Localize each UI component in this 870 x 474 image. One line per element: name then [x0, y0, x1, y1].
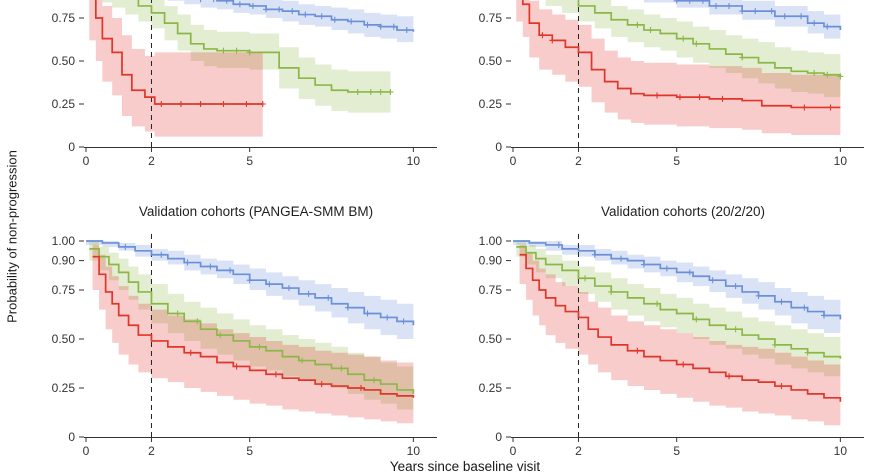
- svg-text:0.25: 0.25: [52, 97, 76, 111]
- svg-text:0: 0: [495, 430, 502, 444]
- svg-text:5: 5: [246, 444, 253, 458]
- svg-text:0.75: 0.75: [479, 11, 503, 25]
- svg-text:0.25: 0.25: [479, 97, 503, 111]
- svg-text:0: 0: [68, 140, 75, 154]
- km-plot-top-left: 0 2 5 10 0.75 0.50 0.25 0: [52, 0, 437, 168]
- svg-text:0.25: 0.25: [52, 381, 76, 395]
- svg-text:2: 2: [575, 444, 582, 458]
- svg-text:0: 0: [495, 140, 502, 154]
- panel-top-left: 0 2 5 10 0.75 0.50 0.25 0: [28, 0, 448, 185]
- svg-text:0.50: 0.50: [52, 54, 76, 68]
- svg-text:0.75: 0.75: [52, 11, 76, 25]
- svg-text:0: 0: [510, 154, 517, 168]
- svg-text:0: 0: [68, 430, 75, 444]
- svg-text:0.50: 0.50: [52, 332, 76, 346]
- svg-text:0: 0: [83, 154, 90, 168]
- panel-title-20-2-20: Validation cohorts (20/2/20): [600, 204, 766, 219]
- km-plot-bottom-left: 0 2 5 10 1.00 0.90 0.75 0.50 0.25 0: [52, 233, 437, 458]
- svg-text:1.00: 1.00: [479, 234, 503, 248]
- km-plot-bottom-right: 0 2 5 10 1.00 0.90 0.75 0.50 0.25 0: [479, 233, 864, 458]
- svg-text:0.75: 0.75: [479, 283, 503, 297]
- svg-text:10: 10: [407, 154, 421, 168]
- svg-text:0.50: 0.50: [479, 332, 503, 346]
- svg-text:5: 5: [673, 154, 680, 168]
- x-axis-label: Years since baseline visit: [389, 459, 541, 474]
- svg-text:5: 5: [246, 154, 253, 168]
- svg-text:0: 0: [83, 444, 90, 458]
- svg-text:2: 2: [148, 444, 155, 458]
- svg-text:0: 0: [510, 444, 517, 458]
- svg-text:0.90: 0.90: [479, 254, 503, 268]
- panel-top-right: 0 2 5 10 0.75 0.50 0.25 0: [455, 0, 870, 185]
- svg-text:5: 5: [673, 444, 680, 458]
- panel-bottom-left: 0 2 5 10 1.00 0.90 0.75 0.50 0.25 0: [28, 225, 448, 463]
- svg-text:10: 10: [834, 154, 848, 168]
- km-plot-top-right: 0 2 5 10 0.75 0.50 0.25 0: [479, 0, 864, 168]
- y-axis-label: Probability of non-progression: [4, 150, 20, 323]
- svg-text:0.90: 0.90: [52, 254, 76, 268]
- panel-bottom-right: 0 2 5 10 1.00 0.90 0.75 0.50 0.25 0: [455, 225, 870, 463]
- svg-text:0.50: 0.50: [479, 54, 503, 68]
- panel-title-pangea-smm-bm: Validation cohorts (PANGEA-SMM BM): [138, 204, 374, 219]
- svg-text:0.25: 0.25: [479, 381, 503, 395]
- svg-text:0.75: 0.75: [52, 283, 76, 297]
- svg-text:1.00: 1.00: [52, 234, 76, 248]
- svg-text:10: 10: [834, 444, 848, 458]
- svg-text:2: 2: [575, 154, 582, 168]
- svg-text:10: 10: [407, 444, 421, 458]
- svg-text:2: 2: [148, 154, 155, 168]
